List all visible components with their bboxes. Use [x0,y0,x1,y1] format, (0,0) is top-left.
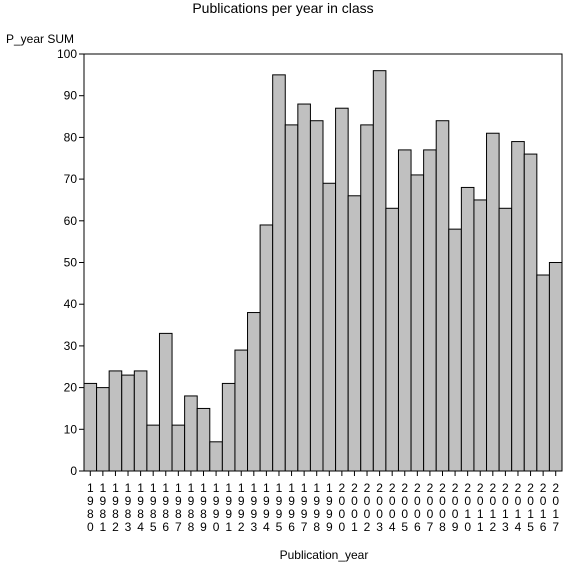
bar-2001 [347,195,362,472]
bar-2012 [486,132,500,472]
bars-group [83,70,563,472]
bar-1997 [297,103,311,472]
bar-1998 [309,120,324,472]
bar-2015 [523,153,538,472]
bar-2010 [460,186,475,472]
y-tick-label: 50 [64,256,78,270]
x-axis: 1 9 8 0 1 9 8 1 1 9 8 2 1 9 8 3 1 9 8 4 1 9 8 5 1 9 8 6 1 9 8 7 1 9 8 8 1 9 8 9… [87,471,559,534]
bar-2005 [397,149,412,472]
bar-2000 [335,107,349,472]
bar-2002 [360,124,374,472]
y-tick-label: 90 [64,89,78,103]
bar-2011 [473,199,488,472]
bar-1994 [259,224,274,472]
y-tick-label: 60 [64,214,78,228]
bar-2006 [410,174,425,472]
bar-1990 [209,441,223,472]
bar-2003 [372,70,387,472]
bar-1996 [284,124,299,472]
bar-2013 [498,207,513,472]
y-tick-label: 70 [64,172,78,186]
bar-1985 [146,424,160,472]
bar-2008 [435,120,450,472]
bar-1983 [121,374,135,472]
y-axis-label: P_year SUM [6,32,74,46]
bar-2017 [548,262,563,472]
chart-title: Publications per year in class [192,0,373,16]
y-axis: 0 10 20 30 40 50 60 70 80 90 100 [57,47,84,478]
bar-2009 [448,228,462,472]
bar-1999 [322,182,337,472]
bar-2004 [385,207,399,472]
bar-1991 [221,382,236,472]
x-axis-label: Publication_year [280,548,369,562]
bar-1988 [184,395,198,472]
bar-1992 [234,349,249,472]
y-tick-label: 40 [64,297,78,311]
bar-1989 [196,407,211,472]
bar-1982 [108,370,123,472]
y-tick-label: 80 [64,130,78,144]
bar-2007 [423,149,437,472]
bar-1986 [158,332,173,472]
y-tick-label: 20 [64,381,78,395]
bar-2014 [511,141,525,472]
y-tick-label: 10 [64,422,78,436]
bar-1984 [133,370,148,472]
bar-1993 [247,312,261,472]
bar-1995 [272,74,286,472]
bar-1987 [171,424,186,472]
y-tick-label: 100 [57,47,77,61]
bar-1981 [96,387,110,472]
y-tick-label: 0 [70,464,77,478]
y-tick-label: 30 [64,339,78,353]
bar-1980 [83,382,98,472]
bar-2016 [536,274,550,472]
plot-frame [83,53,563,472]
